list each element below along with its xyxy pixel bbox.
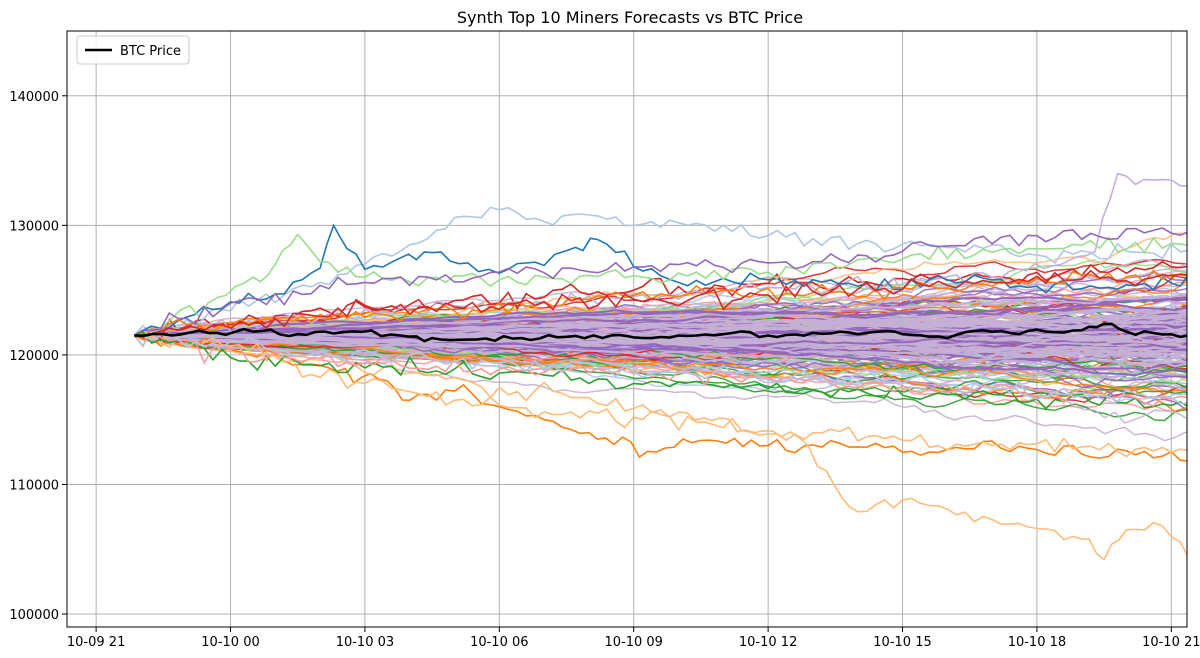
forecast-path-core [134,321,1187,338]
forecast-series-line [133,206,1187,337]
x-tick-label: 10-10 21 [1142,635,1200,650]
forecast-path [133,334,1187,413]
forecast-path [133,334,1187,422]
x-tick-label: 10-10 12 [739,635,797,650]
x-tick-label: 10-09 21 [67,635,125,650]
chart-title: Synth Top 10 Miners Forecasts vs BTC Pri… [457,8,803,27]
x-tick-label: 10-10 03 [336,635,394,650]
forecast-series-line [133,227,1187,337]
forecast-series-line [134,269,1187,338]
series-layer [133,172,1187,561]
legend-box [76,35,190,65]
forecast-path-core [134,327,1187,338]
legend: BTC Price [76,35,190,65]
forecast-series-line [133,334,1187,462]
forecast-path-core [134,332,1187,349]
axes-layer: 10-09 21 10-10 00 10-10 03 10-10 06 10-10 09… [9,30,1200,650]
x-tick-label: 10-10 15 [873,635,931,650]
forecast-path [133,334,1187,424]
forecast-series-line [134,334,1187,458]
plot-frame [66,30,1188,628]
y-tick-label: 110000 [9,478,59,493]
y-tick-label: 130000 [9,219,59,234]
forecast-series-line [133,223,1187,337]
y-tick-label: 100000 [9,608,59,623]
x-tick-label: 10-10 18 [1008,635,1066,650]
forecast-path [133,334,1187,380]
forecast-path-core [134,334,1187,353]
forecast-series-line [133,172,1187,348]
forecast-path [133,334,1187,442]
btc-price-line [134,322,1187,343]
forecast-series-line [133,330,1187,410]
x-tick-label: 10-10 09 [604,635,662,650]
x-tick-label: 10-10 06 [470,635,528,650]
x-tick-label: 10-10 00 [201,635,259,650]
forecast-series-line [134,269,1187,339]
y-tick-label: 140000 [9,90,59,105]
legend-label-btc: BTC Price [120,44,181,59]
forecast-series-line [134,333,1187,405]
y-tick-label: 120000 [9,349,59,364]
forecast-series-line [134,333,1187,407]
forecast-path-core [134,303,1187,337]
forecast-path [134,334,1187,384]
